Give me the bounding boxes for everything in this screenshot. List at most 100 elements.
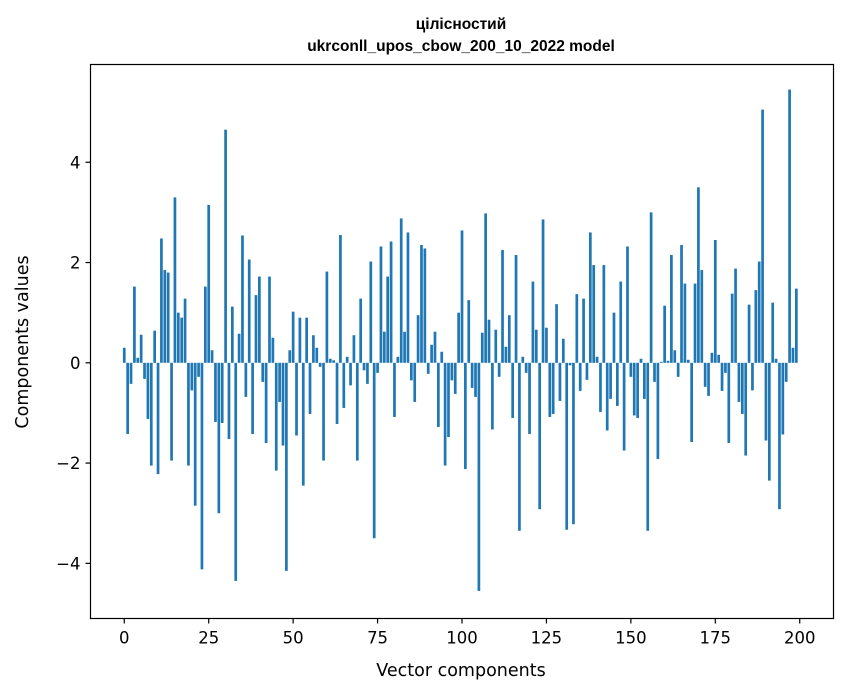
bar-35	[241, 235, 244, 363]
bar-114	[507, 315, 511, 363]
bar-7	[146, 362, 150, 419]
bar-16	[176, 312, 180, 363]
bar-139	[592, 265, 596, 363]
bar-188	[757, 261, 761, 363]
bar-153	[639, 358, 643, 363]
bar-3	[133, 286, 136, 363]
bar-67	[349, 362, 352, 386]
bar-155	[646, 362, 650, 531]
y-axis-label: Components values	[13, 255, 33, 428]
bar-60	[325, 271, 329, 363]
bar-115	[511, 362, 515, 418]
bar-4	[136, 357, 140, 363]
bar-158	[656, 362, 660, 460]
bar-166	[683, 283, 687, 363]
bar-184	[744, 362, 748, 456]
bar-150	[629, 362, 633, 377]
bar-64	[339, 234, 342, 363]
x-tick-label: 0	[119, 629, 130, 648]
bar-121	[531, 281, 535, 363]
bar-163	[673, 350, 677, 363]
bar-171	[700, 270, 704, 363]
x-tick-label: 150	[615, 629, 647, 648]
bar-56	[312, 335, 315, 363]
bar-17	[180, 317, 184, 363]
bar-109	[491, 362, 494, 430]
bar-13	[166, 272, 170, 363]
bar-148	[622, 362, 626, 451]
bar-66	[345, 356, 349, 363]
bar-30	[224, 129, 227, 363]
bar-133	[572, 362, 575, 525]
bar-10	[156, 362, 160, 475]
bar-87	[416, 315, 420, 363]
bar-82	[399, 218, 403, 363]
x-tick-label: 75	[367, 629, 388, 648]
bar-182	[737, 362, 741, 402]
bar-79	[389, 241, 393, 363]
bar-41	[261, 362, 265, 382]
bar-177	[720, 362, 724, 391]
bar-134	[575, 294, 579, 363]
bar-44	[271, 337, 275, 363]
x-tick-label: 200	[784, 629, 816, 648]
bar-55	[308, 362, 312, 414]
bar-156	[649, 212, 653, 363]
plot-area-frame	[89, 63, 835, 620]
bar-116	[514, 255, 518, 363]
bar-19	[187, 362, 190, 466]
bar-122	[534, 329, 538, 363]
bar-108	[487, 319, 491, 363]
bar-1	[126, 362, 130, 435]
chart-title: цілісностий	[416, 16, 507, 33]
bar-151	[632, 362, 636, 416]
bar-74	[372, 362, 376, 539]
bar-36	[244, 362, 248, 397]
bar-62	[332, 360, 336, 363]
bar-186	[751, 362, 754, 391]
bar-143	[605, 362, 609, 431]
bar-97	[450, 362, 454, 381]
bar-103	[470, 362, 474, 388]
bar-192	[771, 302, 775, 363]
bar-23	[200, 362, 204, 570]
bar-181	[734, 268, 737, 363]
bar-135	[578, 362, 582, 391]
bar-32	[230, 306, 234, 363]
bar-11	[160, 238, 163, 363]
bar-27	[214, 362, 217, 422]
bar-70	[359, 298, 363, 363]
bar-185	[747, 304, 751, 363]
bar-2	[129, 362, 133, 384]
bar-138	[588, 232, 592, 363]
x-tick-label: 175	[700, 629, 732, 648]
bar-111	[497, 362, 501, 377]
bar-100	[460, 230, 464, 363]
bar-137	[585, 362, 589, 380]
bar-25	[207, 204, 211, 363]
x-axis-label: Vector components	[376, 661, 545, 681]
bar-128	[555, 304, 558, 363]
bar-123	[538, 362, 542, 510]
bar-50	[291, 311, 295, 363]
bar-42	[264, 362, 268, 444]
bar-49	[288, 350, 292, 363]
bar-71	[362, 362, 366, 371]
bar-161	[666, 360, 670, 363]
bar-24	[203, 286, 207, 363]
bar-51	[295, 362, 298, 436]
bar-113	[504, 346, 508, 363]
bar-69	[355, 362, 359, 461]
bar-68	[352, 335, 356, 363]
bar-120	[528, 362, 531, 435]
bar-149	[626, 246, 629, 363]
bar-119	[524, 362, 528, 373]
bar-190	[764, 362, 768, 441]
bar-61	[328, 358, 332, 363]
bar-96	[447, 362, 450, 438]
bar-40	[258, 276, 261, 363]
bar-18	[183, 298, 187, 363]
bar-63	[335, 362, 339, 424]
bar-34	[237, 333, 241, 363]
